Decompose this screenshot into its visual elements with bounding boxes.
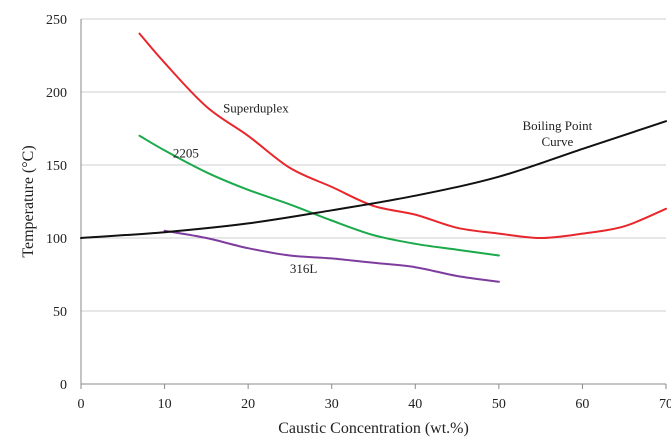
series-line-316l [163, 229, 500, 283]
x-tick-label: 10 [158, 397, 172, 412]
grid [81, 18, 666, 385]
y-tick-label: 150 [46, 159, 67, 174]
tick-labels: 0 50 100 150 200 250 0 10 20 30 40 50 60 70 [46, 13, 671, 412]
y-tick-label: 250 [46, 13, 67, 28]
x-tick-label: 50 [492, 397, 506, 412]
x-tick-label: 30 [325, 397, 339, 412]
x-tick-label: 40 [408, 397, 422, 412]
series-line-2205 [138, 134, 500, 257]
y-tick-label: 50 [53, 305, 67, 320]
series-line-boiling-point-curve [80, 120, 667, 239]
y-axis-title: Temperature (°C) [20, 145, 37, 257]
series-annotation: 2205 [173, 146, 199, 161]
y-tick-label: 0 [60, 378, 67, 393]
series-lines [80, 32, 667, 283]
series-line-superduplex [138, 32, 667, 239]
series-annotation: 316L [290, 261, 318, 276]
series-annotation: Boiling Point [522, 118, 592, 133]
x-tick-label: 60 [575, 397, 589, 412]
y-tick-label: 100 [46, 232, 67, 247]
x-tick-label: 70 [659, 397, 671, 412]
axes [80, 19, 667, 389]
series-annotation: Curve [541, 134, 573, 149]
x-axis-title: Caustic Concentration (wt.%) [278, 420, 469, 437]
x-tick-label: 20 [241, 397, 255, 412]
x-tick-label: 0 [78, 397, 85, 412]
series-annotation: Superduplex [223, 100, 289, 115]
y-tick-label: 200 [46, 86, 67, 101]
